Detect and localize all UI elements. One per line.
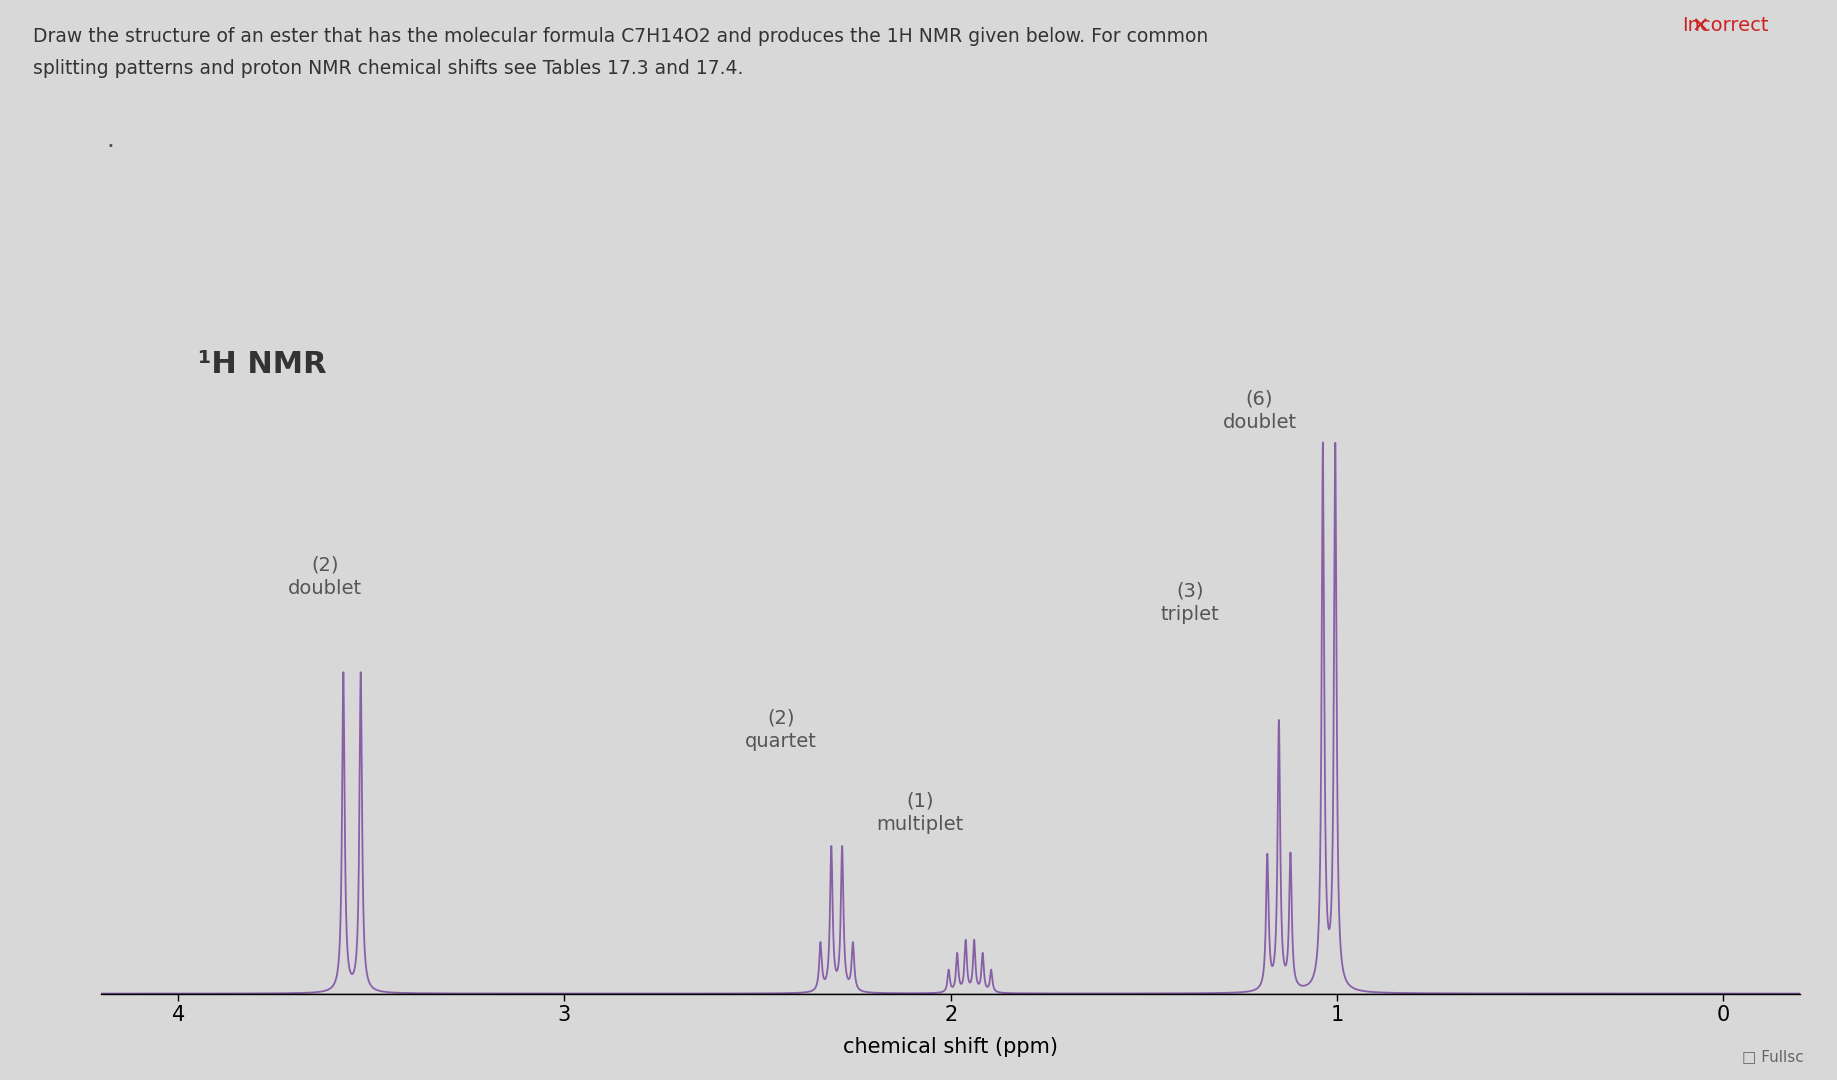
Text: (3)
triplet: (3) triplet bbox=[1161, 581, 1220, 624]
Text: (2)
quartet: (2) quartet bbox=[744, 708, 817, 752]
Text: splitting patterns and proton NMR chemical shifts see Tables 17.3 and 17.4.: splitting patterns and proton NMR chemic… bbox=[33, 59, 744, 79]
Text: (1)
multiplet: (1) multiplet bbox=[876, 792, 963, 834]
Text: Draw the structure of an ester that has the molecular formula C7H14O2 and produc: Draw the structure of an ester that has … bbox=[33, 27, 1209, 46]
Text: ·: · bbox=[107, 135, 114, 159]
Text: ¹H NMR: ¹H NMR bbox=[198, 350, 327, 378]
X-axis label: chemical shift (ppm): chemical shift (ppm) bbox=[843, 1037, 1058, 1056]
Text: □ Fullsc: □ Fullsc bbox=[1741, 1049, 1804, 1064]
Text: Incorrect: Incorrect bbox=[1683, 16, 1769, 36]
Text: (6)
doublet: (6) doublet bbox=[1223, 390, 1297, 432]
Text: (2)
doublet: (2) doublet bbox=[288, 556, 362, 598]
Text: ✕: ✕ bbox=[1690, 16, 1708, 37]
